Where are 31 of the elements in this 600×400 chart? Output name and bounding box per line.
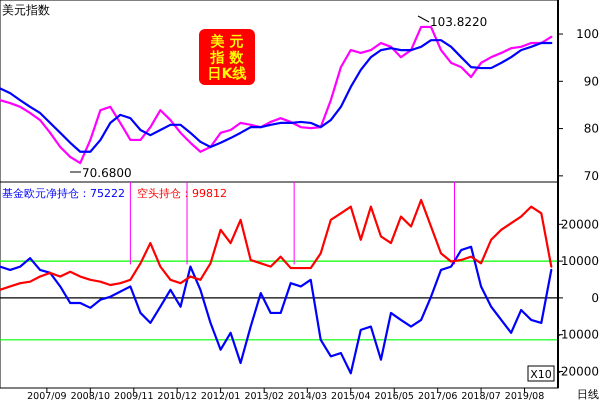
y-tick-label: 70 (584, 168, 599, 183)
y-tick-label: 90 (584, 74, 599, 88)
text: 空头持仓：99812 (137, 187, 227, 200)
x-tick-label: 2009/11 (114, 391, 154, 400)
annotation: 70.6800 (82, 166, 132, 180)
x-tick-label: 2015/04 (331, 391, 371, 400)
x-tick-label: 2014/03 (288, 391, 328, 400)
y-tick-label: 0 (591, 290, 599, 305)
y-tick-label: 10000 (560, 254, 599, 268)
text: 日线 (577, 388, 599, 400)
annotation: 103.8220 (430, 15, 488, 29)
x-tick-label: 2007/09 (27, 391, 67, 400)
annotation: X10 (530, 368, 552, 381)
x-tick-label: 2016/05 (374, 391, 414, 400)
y-tick-label: -20000 (556, 364, 599, 378)
annotation: 美 元指 数日K线 (208, 33, 246, 82)
x-tick-label: 2018/07 (461, 391, 501, 400)
y-tick-label: 100 (576, 27, 599, 42)
x-tick-label: 2008/10 (70, 391, 110, 400)
x-tick-label: 2010/12 (157, 391, 197, 400)
x-tick-label: 2013/02 (244, 391, 284, 400)
x-tick-label: 2019/08 (504, 391, 544, 400)
y-tick-label: 20000 (560, 217, 599, 232)
y-tick-label: 80 (584, 122, 599, 136)
x-tick-label: 2012/01 (200, 391, 240, 400)
line-series (0, 26, 552, 164)
text: 基金欧元净持仓：75222 (2, 187, 125, 200)
y-tick-label: -10000 (556, 328, 599, 342)
line-series (0, 198, 552, 291)
chart-title: 美元指数 (2, 3, 50, 17)
x-tick-label: 2017/06 (418, 391, 458, 400)
